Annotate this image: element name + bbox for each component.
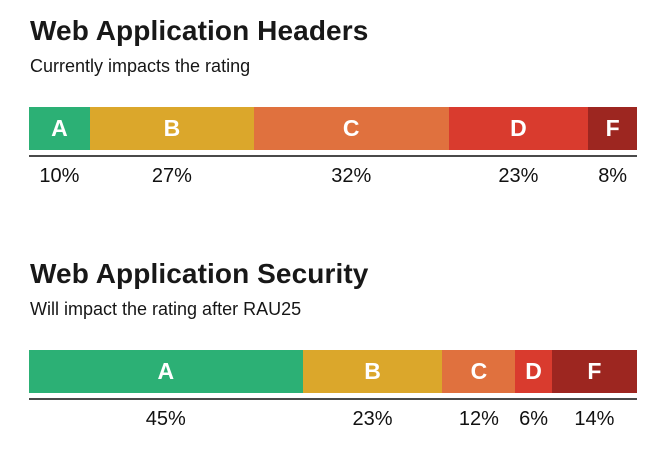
grade-a-label: A (157, 358, 175, 384)
grade-c-label: C (342, 115, 360, 141)
bar-segment-grade-f: F (588, 107, 637, 150)
grade-c-label: C (470, 358, 488, 384)
bar-segment-grade-b: B (302, 350, 443, 393)
grade-d-label: D (525, 358, 542, 384)
value-label-f: 14% (574, 408, 615, 430)
chart-web-application-security: Web Application Security Will impact the… (29, 257, 637, 430)
value-label-c: 32% (331, 165, 372, 187)
bar-segment-grade-f: F (551, 350, 637, 393)
grade-b-label: B (163, 115, 181, 141)
bar-segment-grade-b: B (89, 107, 254, 150)
chart-title: Web Application Headers (30, 15, 369, 46)
stacked-grade-bar: A B C D F (29, 107, 637, 150)
bar-segment-grade-a: A (29, 107, 90, 150)
bar-segment-grade-d: D (448, 107, 589, 150)
value-label-c: 12% (458, 408, 499, 430)
chart-web-application-headers: Web Application Headers Currently impact… (29, 14, 637, 187)
rating-report-page: Web Application Headers Currently impact… (29, 14, 637, 430)
chart-title: Web Application Security (30, 258, 369, 289)
value-label-f: 8% (598, 165, 628, 187)
axis-baseline (29, 155, 637, 157)
value-labels-row: 45% 23% 12% 6% 14% (29, 408, 637, 430)
bar-segment-grade-c: C (253, 107, 449, 150)
bar-segment-grade-d: D (515, 350, 552, 393)
axis-baseline (29, 398, 637, 400)
value-labels-row: 10% 27% 32% 23% 8% (29, 165, 637, 187)
stacked-grade-bar: A B C D F (29, 350, 637, 393)
value-label-a: 10% (39, 165, 80, 187)
chart-subtitle: Currently impacts the rating (30, 56, 251, 76)
chart-subtitle: Will impact the rating after RAU25 (30, 299, 302, 319)
grade-a-label: A (51, 115, 68, 141)
grade-f-label: F (587, 358, 602, 384)
value-label-a: 45% (145, 408, 186, 430)
grade-d-label: D (510, 115, 527, 141)
value-label-d: 23% (498, 165, 539, 187)
grade-f-label: F (605, 115, 620, 141)
value-label-d: 6% (519, 408, 549, 430)
bar-segment-grade-c: C (442, 350, 516, 393)
value-label-b: 27% (151, 165, 192, 187)
grade-b-label: B (364, 358, 381, 384)
bar-segment-grade-a: A (29, 350, 303, 393)
value-label-b: 23% (352, 408, 393, 430)
